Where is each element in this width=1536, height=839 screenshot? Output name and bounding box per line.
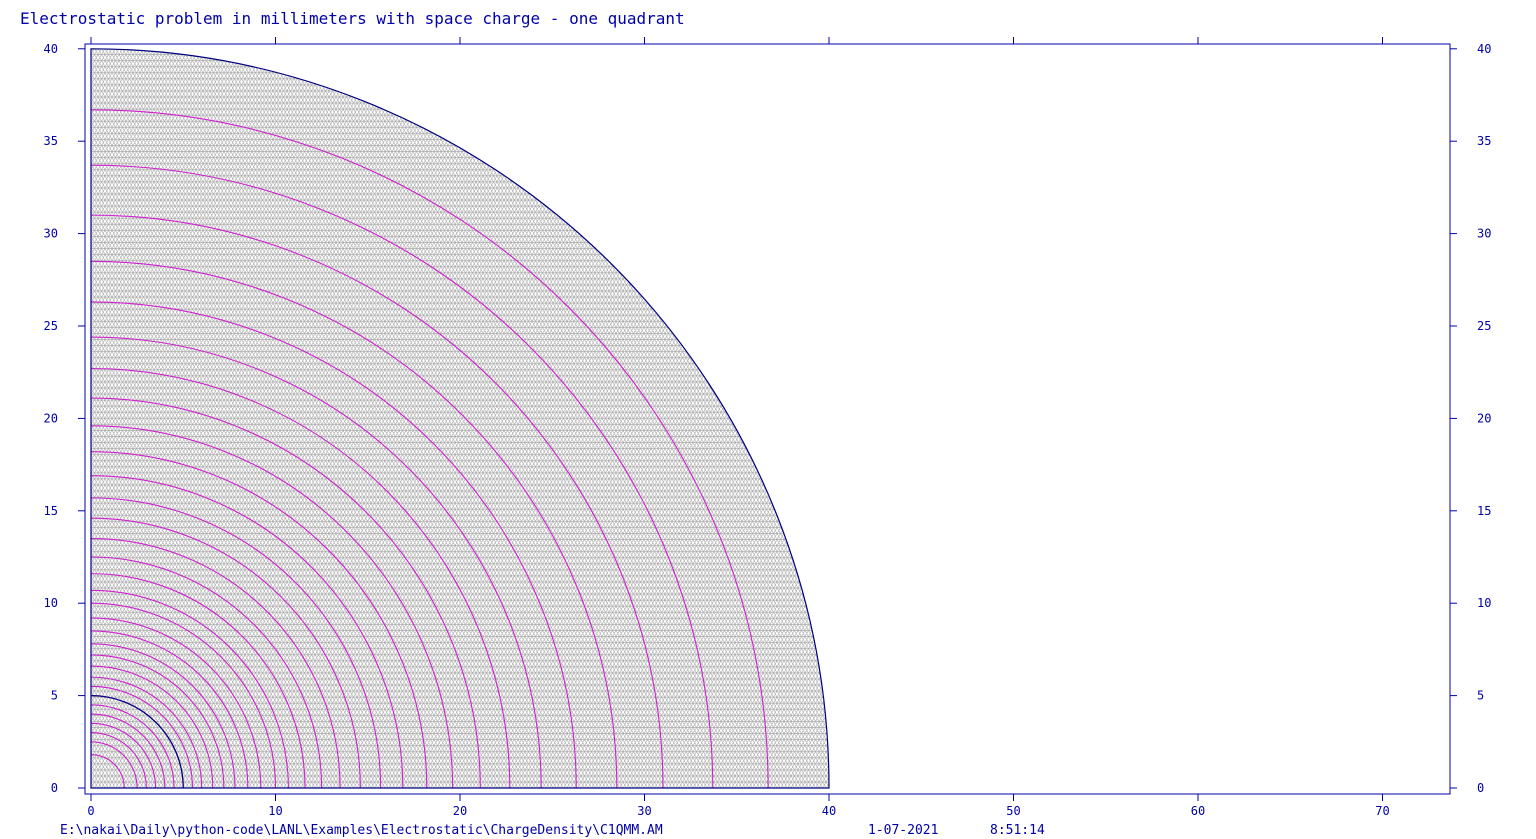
contour-layer [90,109,769,789]
y-tick-label-right: 10 [1477,596,1491,610]
contour-line [90,164,714,789]
footer-date: 1-07-2021 [868,823,938,838]
x-tick-label: 40 [822,804,836,818]
contour-line [90,537,341,789]
contour-line [90,475,404,789]
y-tick-label-right: 35 [1477,134,1491,148]
tick-layer [78,37,1457,801]
contour-line [90,676,203,789]
contour-line [90,397,481,789]
y-tick-label-right: 25 [1477,319,1491,333]
x-tick-label: 30 [637,804,651,818]
plot-title: Electrostatic problem in millimeters wit… [20,9,685,28]
contour-line [90,741,138,789]
contour-line [90,643,236,789]
y-tick-label-left: 20 [44,411,58,425]
y-tick-label-right: 30 [1477,227,1491,241]
y-tick-label-left: 25 [44,319,58,333]
y-tick-label-left: 5 [51,689,58,703]
y-tick-label-left: 0 [51,781,58,795]
x-tick-label: 20 [453,804,467,818]
contour-line [90,754,125,789]
boundary-layer [90,48,830,789]
contour-line [90,602,277,789]
contour-line [90,722,157,789]
contour-line [90,556,323,789]
contour-line [90,336,542,789]
mesh-domain [91,48,829,789]
y-tick-label-right: 5 [1477,689,1484,703]
x-tick-label: 10 [268,804,282,818]
mesh-layer [91,48,829,789]
footer-path: E:\nakai\Daily\python-code\LANL\Examples… [60,823,663,838]
x-tick-label: 60 [1191,804,1205,818]
y-tick-label-left: 10 [44,596,58,610]
x-tick-label: 50 [1006,804,1020,818]
y-tick-label-left: 30 [44,227,58,241]
contour-line [90,367,511,789]
contour-line [90,630,249,789]
contour-line [90,425,454,789]
contour-line [90,732,147,789]
contour-line [90,517,361,789]
y-tick-label-left: 15 [44,504,58,518]
tick-label-layer: 0 10 20 30 40 50 60 70 0 0 5 5 10 10 15 15 20 20 25 25 30 30 3… [44,42,1492,818]
footer-time: 8:51:14 [990,823,1045,838]
contour-line [90,704,175,789]
y-tick-label-right: 20 [1477,411,1491,425]
contour-line [90,713,166,789]
outer-boundary [90,48,830,789]
contour-line [90,451,428,789]
contour-line [90,589,289,789]
contour-line [90,497,382,789]
contour-line [90,685,194,789]
inner-region-boundary [90,694,184,789]
contour-line [90,665,214,789]
x-tick-label: 70 [1375,804,1389,818]
contour-line [90,617,262,789]
contour-line [90,654,225,789]
y-tick-label-left: 35 [44,134,58,148]
contour-line [90,573,306,789]
x-tick-label: 0 [87,804,94,818]
contour-line [90,301,577,789]
y-tick-label-right: 0 [1477,781,1484,795]
contour-line [90,109,769,789]
y-tick-label-left: 40 [44,42,58,56]
y-tick-label-right: 40 [1477,42,1491,56]
plot-frame [84,43,1451,795]
contour-line [90,214,664,789]
contour-line [90,260,618,789]
y-tick-label-right: 15 [1477,504,1491,518]
